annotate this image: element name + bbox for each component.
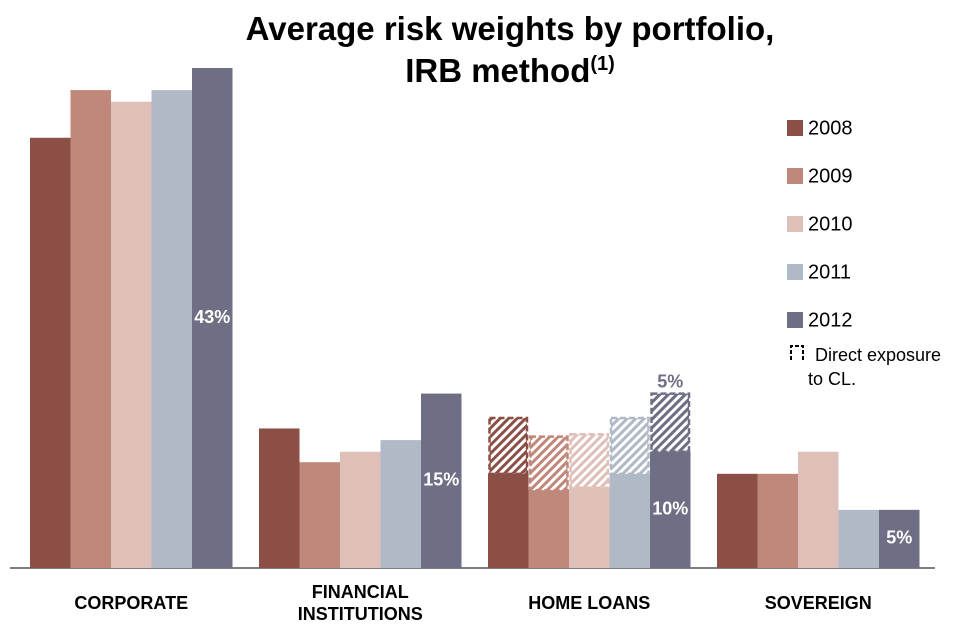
legend-label: 2009 xyxy=(808,165,853,187)
direct-exposure-bar xyxy=(528,435,569,492)
bar xyxy=(421,393,462,568)
bar xyxy=(192,68,233,568)
bar xyxy=(70,90,111,569)
direct-exposure-bar xyxy=(650,392,691,453)
bar xyxy=(30,137,71,568)
bar xyxy=(151,90,192,569)
bar xyxy=(757,473,798,568)
chart-title-line: IRB method(1) xyxy=(150,52,870,90)
x-tick-label: FINANCIAL INSTITUTIONS xyxy=(297,582,423,624)
legend-swatch xyxy=(787,312,803,328)
legend-swatch xyxy=(787,216,803,232)
bar xyxy=(609,473,650,568)
direct-exposure-bar xyxy=(488,416,529,476)
title-note: (1) xyxy=(590,53,615,75)
bar xyxy=(488,473,529,568)
direct-exposure-bar xyxy=(569,433,610,490)
bar xyxy=(838,509,879,568)
chart-title: Average risk weights by portfolio, xyxy=(245,10,775,47)
x-tick-label: HOME LOANS xyxy=(528,593,651,613)
bar xyxy=(299,462,340,568)
legend-label: 2011 xyxy=(808,261,851,283)
bar xyxy=(569,487,610,568)
bar xyxy=(259,428,300,568)
legend-label: to CL. xyxy=(808,369,856,389)
legend-swatch xyxy=(787,264,803,280)
value-label: 15% xyxy=(423,470,459,490)
direct-exposure-bar xyxy=(609,416,650,476)
legend-label: Direct exposure xyxy=(815,345,941,365)
legend-dashed-icon xyxy=(790,345,804,360)
chart-title: IRB method xyxy=(405,52,591,89)
legend-label: 2008 xyxy=(808,117,853,139)
bar xyxy=(111,101,152,568)
bar xyxy=(528,490,569,568)
legend-label: 2012 xyxy=(808,309,853,331)
direct-exposure-label: 5% xyxy=(657,371,683,391)
bar xyxy=(650,451,691,568)
legend-swatch xyxy=(787,120,803,136)
bar xyxy=(717,473,758,568)
value-label: 10% xyxy=(652,499,688,519)
bar xyxy=(380,440,421,568)
bar xyxy=(879,509,920,568)
x-tick-label: CORPORATE xyxy=(74,593,189,613)
value-label: 5% xyxy=(886,528,912,548)
value-label: 43% xyxy=(194,307,230,327)
legend-label: 2010 xyxy=(808,213,853,235)
x-tick-label: SOVEREIGN xyxy=(764,593,872,613)
bar xyxy=(340,451,381,568)
bar xyxy=(798,451,839,568)
legend-swatch xyxy=(787,168,803,184)
